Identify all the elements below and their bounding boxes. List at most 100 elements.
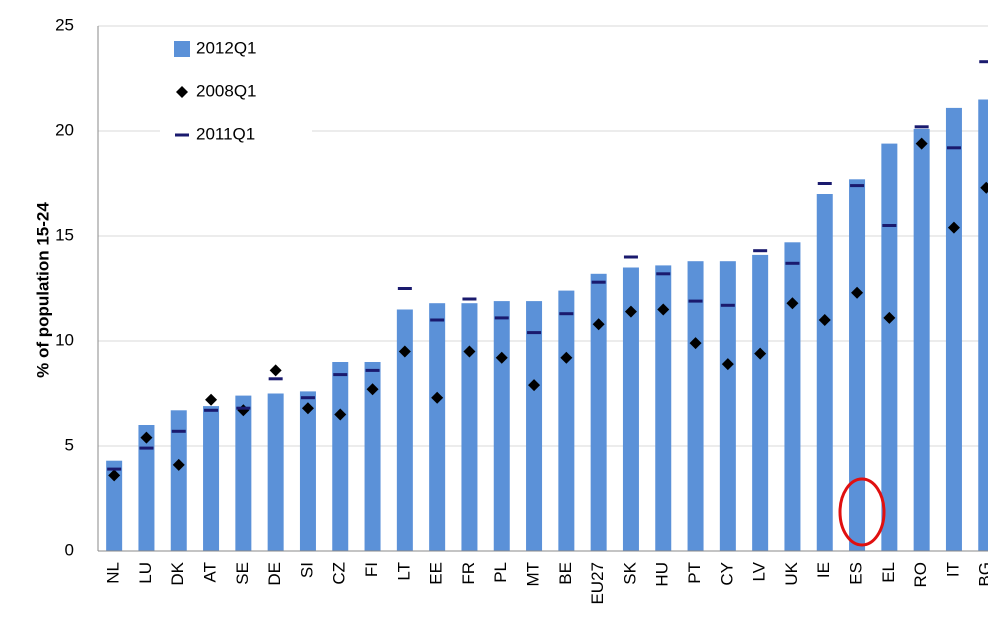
diamond-marker bbox=[624, 305, 637, 318]
x-tick-label: EE bbox=[427, 562, 446, 585]
y-tick-label: 25 bbox=[55, 15, 74, 34]
legend-label: 2011Q1 bbox=[196, 124, 255, 143]
x-tick-label: HU bbox=[653, 562, 672, 587]
bar bbox=[622, 267, 639, 551]
bar bbox=[655, 265, 672, 551]
bar bbox=[106, 460, 123, 551]
bar bbox=[493, 301, 510, 551]
x-tick-label: SK bbox=[620, 561, 639, 584]
dash-marker bbox=[204, 408, 219, 412]
x-tick-label: CZ bbox=[330, 562, 349, 585]
diamond-marker bbox=[301, 402, 314, 415]
dash-marker bbox=[753, 249, 768, 253]
bar bbox=[461, 303, 478, 551]
bar bbox=[558, 290, 575, 551]
diamond-marker bbox=[205, 393, 218, 406]
x-tick-label: BE bbox=[556, 562, 575, 585]
diamond-marker bbox=[560, 351, 573, 364]
bar bbox=[849, 179, 866, 552]
diamond-marker bbox=[947, 221, 960, 234]
dash-marker bbox=[107, 467, 122, 471]
diamond-marker bbox=[818, 314, 831, 326]
bar bbox=[978, 99, 988, 551]
diamond-marker bbox=[980, 181, 988, 194]
bar bbox=[170, 410, 187, 551]
dash-marker bbox=[462, 297, 477, 301]
diamond-marker bbox=[140, 431, 153, 444]
x-tick-label: MT bbox=[524, 562, 543, 587]
highlight-ellipse bbox=[838, 477, 886, 547]
legend-label: 2008Q1 bbox=[196, 81, 257, 100]
dash-marker bbox=[882, 224, 897, 227]
dash-marker bbox=[914, 125, 929, 129]
x-tick-label: SE bbox=[233, 562, 252, 585]
dash-marker bbox=[817, 182, 832, 185]
x-tick-label: BG bbox=[976, 562, 988, 587]
x-tick-label: RO bbox=[911, 562, 930, 588]
x-tick-label: NL bbox=[104, 562, 123, 584]
dash-marker bbox=[365, 368, 380, 372]
dash-marker bbox=[236, 406, 251, 410]
bar bbox=[396, 309, 413, 551]
y-axis-label: % of population 15-24 bbox=[33, 202, 52, 378]
y-tick-label: 10 bbox=[55, 330, 74, 349]
x-tick-label: EU27 bbox=[588, 562, 607, 605]
bar bbox=[138, 425, 155, 551]
dash-marker bbox=[720, 303, 735, 307]
x-tick-label: LU bbox=[136, 562, 155, 584]
dash-marker bbox=[688, 299, 703, 303]
dash-marker bbox=[268, 377, 283, 381]
y-tick-label: 20 bbox=[55, 120, 74, 139]
x-tick-label: IE bbox=[814, 562, 833, 578]
bar bbox=[429, 303, 446, 551]
bar bbox=[687, 261, 704, 551]
diamond-marker bbox=[721, 358, 734, 371]
dash-marker bbox=[850, 184, 865, 188]
dash-marker bbox=[979, 60, 988, 64]
legend-swatch bbox=[176, 86, 188, 98]
bar bbox=[590, 273, 607, 551]
dash-marker bbox=[559, 312, 574, 316]
x-tick-label: IT bbox=[943, 562, 962, 577]
dash-marker bbox=[333, 373, 348, 377]
diamond-marker bbox=[398, 345, 411, 358]
x-tick-label: PL bbox=[491, 562, 510, 583]
diamond-marker bbox=[172, 458, 185, 471]
legend-swatch bbox=[175, 133, 189, 137]
dash-marker bbox=[397, 287, 412, 290]
x-tick-label: DE bbox=[265, 562, 284, 586]
dash-marker bbox=[430, 318, 445, 322]
bar bbox=[719, 261, 736, 551]
bar bbox=[752, 254, 769, 551]
bar bbox=[364, 362, 381, 551]
x-tick-label: CY bbox=[717, 562, 736, 586]
dash-marker bbox=[946, 146, 961, 150]
x-tick-label: FR bbox=[459, 562, 478, 585]
diamond-marker bbox=[366, 383, 379, 396]
diamond-marker bbox=[528, 379, 541, 392]
legend-swatch bbox=[174, 41, 190, 57]
bar bbox=[881, 143, 898, 551]
legend-label: 2012Q1 bbox=[196, 38, 257, 57]
x-tick-label: PT bbox=[685, 562, 704, 584]
bar bbox=[235, 395, 252, 551]
bar bbox=[913, 128, 930, 551]
diamond-marker bbox=[883, 311, 896, 324]
diamond-marker bbox=[463, 345, 476, 358]
x-tick-label: SI bbox=[297, 562, 316, 578]
bar bbox=[267, 393, 284, 551]
bar bbox=[203, 406, 220, 551]
y-tick-label: 15 bbox=[55, 225, 74, 244]
dash-marker bbox=[300, 396, 315, 400]
diamond-marker bbox=[495, 351, 508, 364]
x-tick-label: EL bbox=[879, 562, 898, 583]
dash-marker bbox=[527, 331, 542, 335]
x-tick-label: FI bbox=[362, 562, 381, 577]
dash-marker bbox=[494, 316, 509, 320]
diamond-marker bbox=[269, 364, 282, 377]
dash-marker bbox=[591, 280, 606, 284]
bar bbox=[945, 107, 962, 552]
dash-marker bbox=[785, 261, 800, 265]
x-tick-label: ES bbox=[847, 562, 866, 585]
